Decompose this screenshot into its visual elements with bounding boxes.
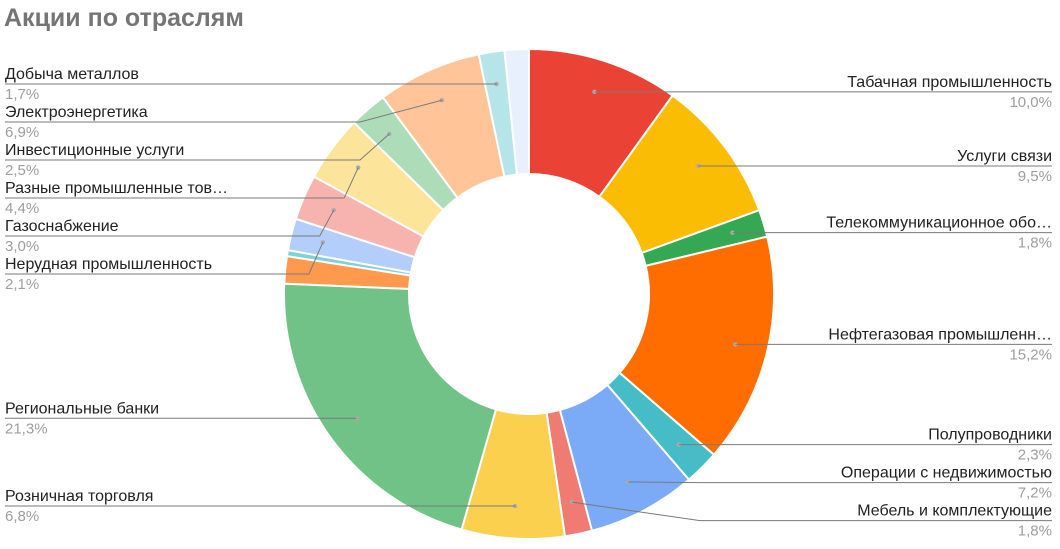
slice-label-name: Операции с недвижимостью (841, 465, 1052, 482)
leader-line (628, 481, 1052, 484)
slice-label-value: 15,2% (1009, 346, 1052, 363)
slice-label-телекоммуникационное-обо: Телекоммуникационное обо… 1,8% (730, 215, 1052, 252)
slice-label-value: 6,8% (5, 508, 39, 525)
slice-label-value: 4,4% (5, 200, 39, 217)
slice-label-мебель-и-комплектующие: Мебель и комплектующие 1,8% (569, 499, 1052, 540)
slice-label-региональные-банки: Региональные банки 21,3% (5, 400, 359, 437)
leader-line (5, 99, 442, 123)
slice-label-value: 6,9% (5, 124, 39, 141)
slice-label-value: 2,5% (5, 162, 39, 179)
slice-label-value: 2,3% (1018, 447, 1052, 464)
slice-label-name: Услуги связи (957, 148, 1052, 165)
leader-line (571, 501, 1052, 522)
slice-label-инвестиционные-услуги: Инвестиционные услуги 2,5% (5, 131, 392, 179)
slice-региональные-банки (283, 282, 498, 531)
slice-label-name: Нефтегазовая промышленн… (828, 326, 1052, 343)
slice-label-операции-с-недвижимостью: Операции с недвижимостью 7,2% (625, 465, 1052, 502)
slice-label-name: Нерудная промышленность (5, 256, 212, 273)
leader-line (5, 167, 359, 199)
slice-label-value: 1,7% (5, 86, 39, 103)
slice-label-name: Полупроводники (928, 427, 1052, 444)
slice-label-розничная-торговля: Розничная торговля 6,8% (5, 488, 518, 525)
leader-line (5, 242, 324, 275)
slice-label-добыча-металлов: Добыча металлов 1,7% (5, 66, 499, 103)
donut-slices (283, 47, 775, 540)
slice-label-name: Мебель и комплектующие (857, 503, 1052, 520)
slice-label-name: Добыча металлов (5, 66, 139, 83)
slice-label-name: Электроэнергетика (5, 104, 148, 121)
chart-title: Акции по отраслям (4, 4, 244, 32)
slice-label-value: 1,8% (1018, 235, 1052, 252)
slice-label-name: Телекоммуникационное обо… (826, 215, 1052, 232)
slice-нефтегазовая-промышленн (618, 235, 775, 457)
slice-label-табачная-промышленность: Табачная промышленность 10,0% (592, 74, 1052, 111)
slice-label-услуги-связи: Услуги связи 9,5% (696, 148, 1052, 185)
slice-label-name: Разные промышленные тов… (5, 180, 228, 197)
slice-label-name: Региональные банки (5, 400, 159, 417)
slice-label-value: 21,3% (5, 420, 48, 437)
leader-dot (569, 499, 575, 505)
slice-unlabeled-17 (503, 47, 530, 176)
slice-label-value: 3,0% (5, 238, 39, 255)
slice-label-value: 2,1% (5, 276, 39, 293)
leader-line (5, 133, 390, 161)
slice-labels: Табачная промышленность 10,0% Услуги связи… (5, 66, 1052, 540)
slice-label-name: Табачная промышленность (847, 74, 1052, 91)
slice-label-нефтегазовая-промышленн: Нефтегазовая промышленн… 15,2% (733, 326, 1052, 363)
slice-label-name: Розничная торговля (5, 488, 153, 505)
slice-label-value: 9,5% (1018, 168, 1052, 185)
slice-label-name: Инвестиционные услуги (5, 142, 184, 159)
slice-label-value: 1,8% (1018, 523, 1052, 540)
slice-label-разные-промышленные-тов: Разные промышленные тов… 4,4% (5, 165, 361, 217)
slice-label-value: 7,2% (1018, 485, 1052, 502)
slice-label-полупроводники: Полупроводники 2,3% (676, 427, 1052, 464)
slice-label-электроэнергетика: Электроэнергетика 6,9% (5, 98, 444, 141)
slice-label-газоснабжение: Газоснабжение 3,0% (5, 207, 336, 255)
slice-label-name: Газоснабжение (5, 218, 119, 235)
slice-label-нерудная-промышленность: Нерудная промышленность 2,1% (5, 240, 326, 293)
leader-line (5, 209, 335, 237)
slice-label-value: 10,0% (1009, 94, 1052, 111)
